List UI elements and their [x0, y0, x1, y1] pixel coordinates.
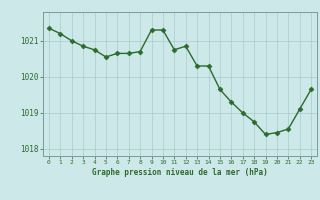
X-axis label: Graphe pression niveau de la mer (hPa): Graphe pression niveau de la mer (hPa) — [92, 168, 268, 177]
